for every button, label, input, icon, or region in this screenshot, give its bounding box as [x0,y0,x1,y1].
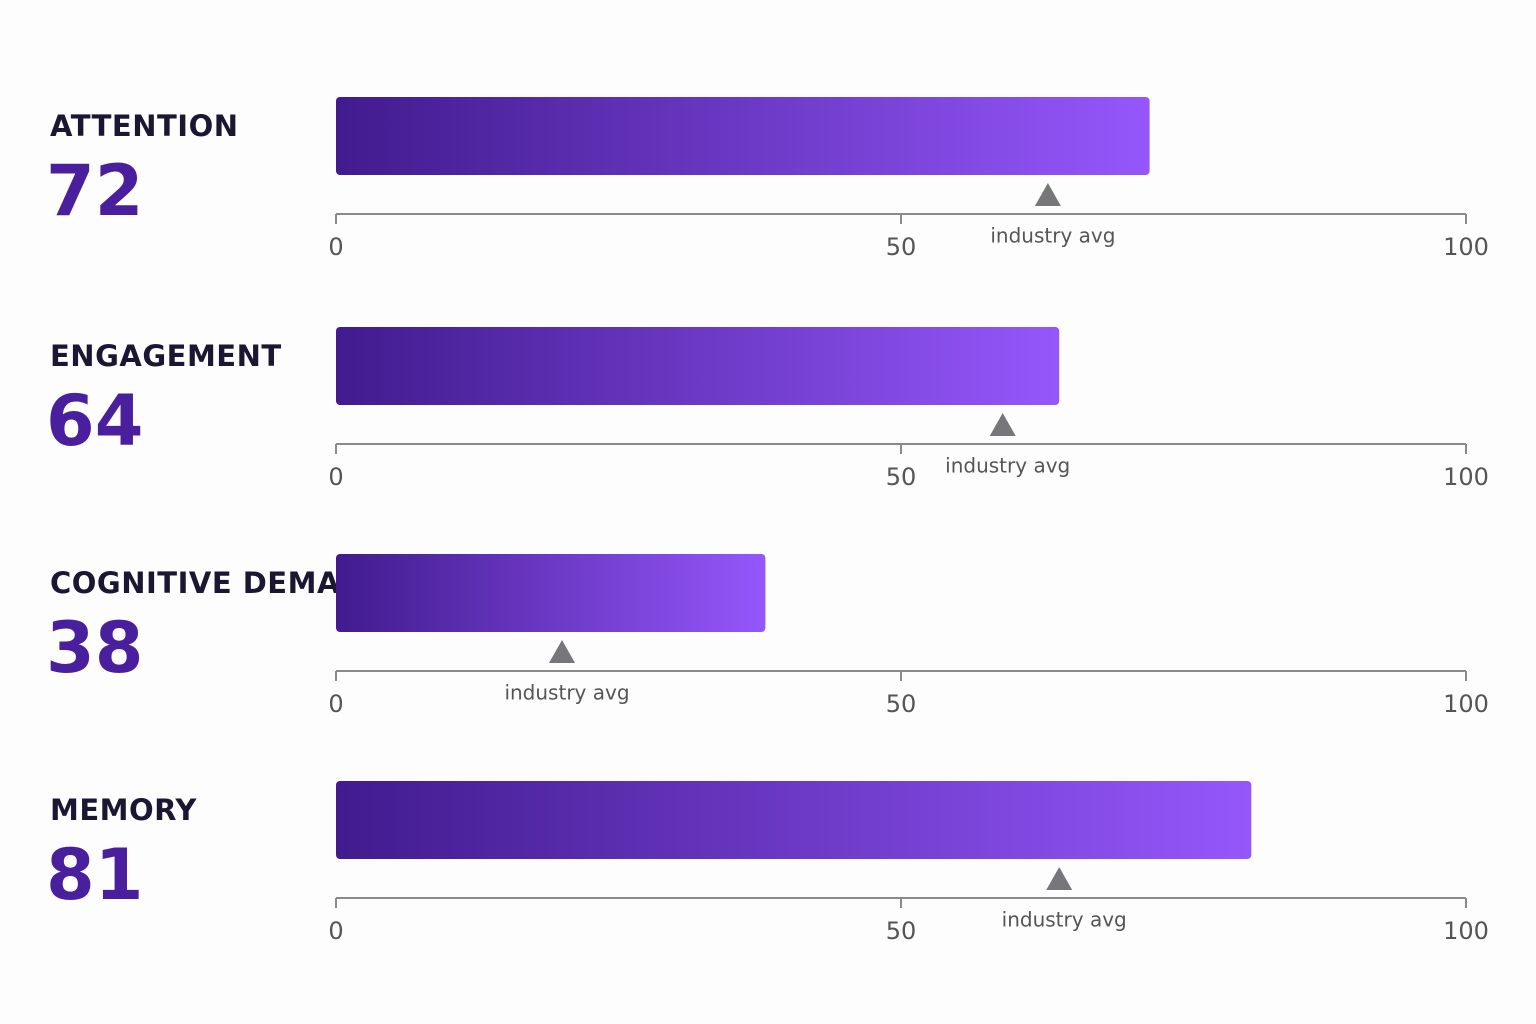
x-tick-label: 50 [886,917,917,945]
x-tick-label: 0 [328,690,343,718]
bar [336,327,1060,405]
industry-avg-marker [1034,183,1061,206]
x-tick-label: 100 [1443,690,1489,718]
industry-avg-label: industry avg [990,224,1115,248]
metric-title: COGNITIVE DEMAND [50,566,389,600]
x-tick-label: 100 [1443,917,1489,945]
metric-value: 64 [46,380,143,462]
industry-avg-label: industry avg [504,681,629,705]
metric-title: ATTENTION [50,109,239,143]
industry-avg-marker [1046,867,1073,890]
x-tick-label: 0 [328,233,343,261]
x-tick-label: 0 [328,917,343,945]
bar [336,97,1150,175]
x-tick-label: 50 [886,233,917,261]
industry-avg-marker [989,413,1016,436]
bar [336,554,766,632]
industry-avg-marker [549,640,575,663]
metric-title: ENGAGEMENT [50,339,282,373]
x-tick-label: 50 [886,463,917,491]
industry-avg-label: industry avg [1002,908,1127,932]
metric-title: MEMORY [50,793,197,827]
metric-value: 38 [46,607,143,689]
x-tick-label: 100 [1443,233,1489,261]
metric-value: 72 [46,150,143,232]
x-tick-label: 100 [1443,463,1489,491]
x-tick-label: 50 [886,690,917,718]
x-tick-label: 0 [328,463,343,491]
metric-value: 81 [46,834,143,916]
industry-avg-label: industry avg [945,454,1070,478]
bar [336,781,1252,859]
